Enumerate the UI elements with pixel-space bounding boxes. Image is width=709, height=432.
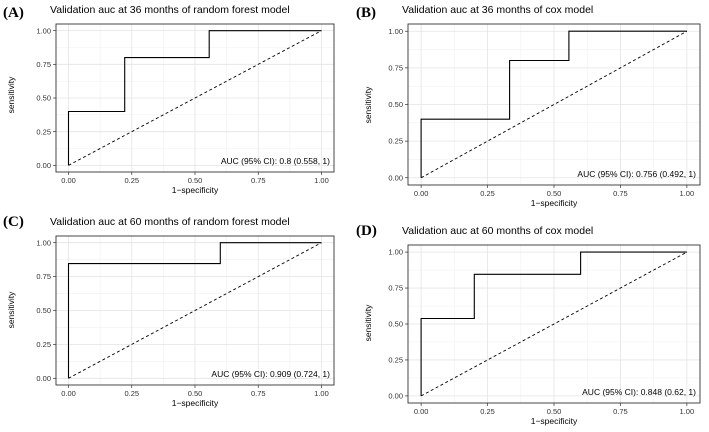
panel-label: (D) <box>356 223 377 239</box>
x-axis-label: 1−specificity <box>172 185 219 195</box>
y-tick-label: 0.50 <box>388 100 403 109</box>
y-tick-label: 0.00 <box>36 161 51 170</box>
x-axis-label: 1−specificity <box>531 416 578 426</box>
x-tick-label: 1.00 <box>680 407 695 416</box>
x-tick-label: 0.75 <box>613 407 628 416</box>
roc-panel-a: (A) Validation auc at 36 months of random… <box>3 4 335 195</box>
x-tick-label: 0.00 <box>414 407 429 416</box>
x-axis-label: 1−specificity <box>531 198 578 208</box>
y-tick-label: 0.50 <box>388 320 403 329</box>
chart-title: Validation auc at 60 months of cox model <box>402 225 593 237</box>
x-tick-label: 0.25 <box>480 407 495 416</box>
chart-title: Validation auc at 36 months of random fo… <box>50 4 290 16</box>
x-tick-label: 0.00 <box>61 389 76 398</box>
y-tick-label: 0.75 <box>36 60 51 69</box>
y-tick-label: 0.50 <box>36 94 51 103</box>
roc-curve <box>420 30 687 178</box>
x-tick-label: 1.00 <box>314 389 329 398</box>
y-tick-label: 1.00 <box>388 248 403 257</box>
y-tick-label: 0.25 <box>36 127 51 136</box>
plot-frame <box>407 23 701 186</box>
auc-annotation: AUC (95% CI): 0.909 (0.724, 1) <box>211 369 330 379</box>
y-tick-label: 0.50 <box>36 306 51 315</box>
reference-diagonal <box>68 30 322 166</box>
roc-curve <box>67 242 322 379</box>
chart-title: Validation auc at 60 months of random fo… <box>50 216 290 228</box>
auc-annotation: AUC (95% CI): 0.8 (0.558, 1) <box>221 156 330 166</box>
reference-diagonal <box>68 242 322 379</box>
y-tick-label: 0.25 <box>388 137 403 146</box>
x-tick-label: 0.25 <box>124 176 139 185</box>
x-tick-label: 0.50 <box>188 389 203 398</box>
x-tick-label: 0.25 <box>480 189 495 198</box>
y-tick-label: 1.00 <box>36 238 51 247</box>
panel-label: (C) <box>3 214 24 230</box>
auc-annotation: AUC (95% CI): 0.756 (0.492, 1) <box>577 169 696 179</box>
x-tick-label: 1.00 <box>680 189 695 198</box>
x-tick-label: 1.00 <box>314 176 329 185</box>
y-axis-label: sensitivity <box>363 86 373 124</box>
y-tick-label: 0.00 <box>36 374 51 383</box>
plot-frame <box>55 23 335 173</box>
y-axis-label: sensitivity <box>6 76 16 114</box>
y-tick-label: 1.00 <box>36 26 51 35</box>
y-tick-label: 0.75 <box>36 272 51 281</box>
roc-curve <box>67 30 322 166</box>
y-axis-label: sensitivity <box>363 304 373 342</box>
y-tick-label: 0.75 <box>388 284 403 293</box>
x-tick-label: 0.75 <box>251 176 266 185</box>
x-axis-label: 1−specificity <box>172 398 219 408</box>
x-tick-label: 0.75 <box>613 189 628 198</box>
auc-annotation: AUC (95% CI): 0.848 (0.62, 1) <box>582 387 696 397</box>
x-tick-label: 0.00 <box>414 189 429 198</box>
x-tick-label: 0.00 <box>61 176 76 185</box>
roc-curve <box>420 251 687 396</box>
y-tick-label: 0.25 <box>36 340 51 349</box>
chart-title: Validation auc at 36 months of cox model <box>402 4 593 16</box>
x-tick-label: 0.50 <box>547 189 562 198</box>
panel-label: (A) <box>3 5 24 21</box>
x-tick-label: 0.50 <box>547 407 562 416</box>
x-tick-label: 0.25 <box>124 389 139 398</box>
roc-panel-d: (D) Validation auc at 60 months of cox mo… <box>356 223 701 426</box>
x-tick-label: 0.50 <box>188 176 203 185</box>
reference-diagonal <box>420 251 688 397</box>
y-tick-label: 0.00 <box>388 173 403 182</box>
y-tick-label: 0.00 <box>388 391 403 400</box>
roc-panel-c: (C) Validation auc at 60 months of random… <box>3 214 335 408</box>
y-axis-label: sensitivity <box>6 291 16 329</box>
y-tick-label: 0.75 <box>388 63 403 72</box>
x-tick-label: 0.75 <box>251 389 266 398</box>
y-tick-label: 1.00 <box>388 27 403 36</box>
y-tick-label: 0.25 <box>388 356 403 365</box>
plot-frame <box>407 244 701 404</box>
panel-label: (B) <box>356 5 376 21</box>
reference-diagonal <box>420 30 688 179</box>
roc-panel-b: (B) Validation auc at 36 months of cox mo… <box>356 4 701 208</box>
plot-frame <box>55 235 335 386</box>
